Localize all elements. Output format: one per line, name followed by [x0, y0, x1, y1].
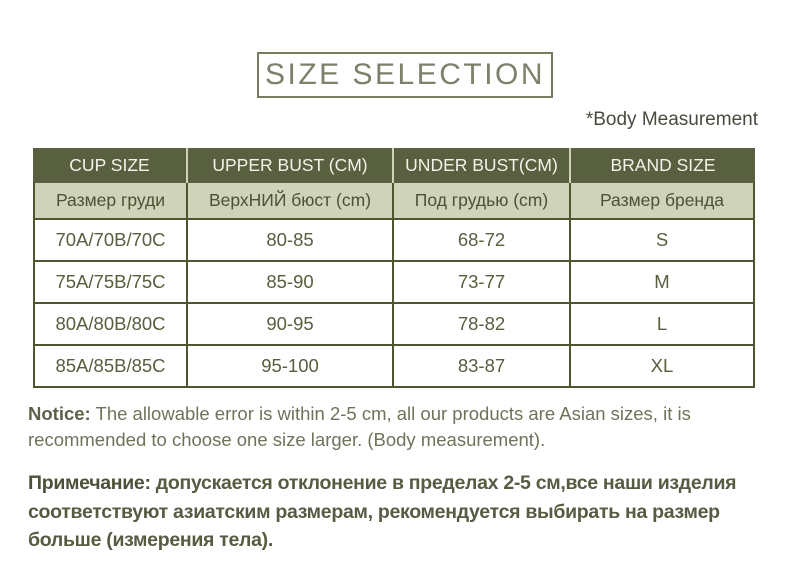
cell-cup-size: 75A/75B/75C	[33, 262, 188, 304]
cell-brand-size: XL	[571, 346, 755, 388]
table-row-size-xl: 85A/85B/85C 95-100 83-87 XL	[33, 346, 755, 388]
cell-under-bust: 68-72	[394, 218, 571, 262]
size-table: CUP SIZE UPPER BUST (CM) UNDER BUST(CM) …	[33, 148, 755, 388]
table-row-size-s: 70A/70B/70C 80-85 68-72 S	[33, 218, 755, 262]
notice-english-label: Notice:	[28, 403, 91, 424]
table-row-size-m: 75A/75B/75C 85-90 73-77 M	[33, 262, 755, 304]
cell-under-bust: 78-82	[394, 304, 571, 346]
cell-cup-size: 85A/85B/85C	[33, 346, 188, 388]
notice-russian: Примечание: допускается отклонение в пре…	[28, 469, 768, 555]
cell-upper-bust: 85-90	[188, 262, 394, 304]
page-title: SIZE SELECTION	[264, 58, 546, 91]
body-measurement-annotation: *Body Measurement	[585, 109, 758, 130]
cell-brand-size: L	[571, 304, 755, 346]
cell-cup-size: 70A/70B/70C	[33, 218, 188, 262]
header-cell-under-bust-ru: Под грудью (cm)	[394, 183, 571, 218]
cell-under-bust: 73-77	[394, 262, 571, 304]
header-cell-cup-size-ru: Размер груди	[33, 183, 188, 218]
header-cell-upper-bust-ru: ВерхНИЙ бюст (cm)	[188, 183, 394, 218]
table-header-row-russian: Размер груди ВерхНИЙ бюст (cm) Под грудь…	[33, 183, 755, 218]
cell-under-bust: 83-87	[394, 346, 571, 388]
notice-english-text: The allowable error is within 2-5 cm, al…	[28, 403, 691, 450]
cell-upper-bust: 90-95	[188, 304, 394, 346]
page-title-box: SIZE SELECTION	[257, 52, 553, 98]
cell-cup-size: 80A/80B/80C	[33, 304, 188, 346]
header-cell-brand-size: BRAND SIZE	[571, 148, 755, 183]
cell-brand-size: M	[571, 262, 755, 304]
cell-upper-bust: 80-85	[188, 218, 394, 262]
notice-english: Notice: The allowable error is within 2-…	[28, 401, 765, 453]
header-cell-brand-size-ru: Размер бренда	[571, 183, 755, 218]
notice-russian-text: допускается отклонение в пределах 2-5 см…	[28, 472, 737, 551]
cell-upper-bust: 95-100	[188, 346, 394, 388]
table-row-size-l: 80A/80B/80C 90-95 78-82 L	[33, 304, 755, 346]
table-header-row-english: CUP SIZE UPPER BUST (CM) UNDER BUST(CM) …	[33, 148, 755, 183]
header-cell-under-bust: UNDER BUST(CM)	[394, 148, 571, 183]
header-cell-upper-bust: UPPER BUST (CM)	[188, 148, 394, 183]
cell-brand-size: S	[571, 218, 755, 262]
notice-russian-label: Примечание:	[28, 472, 151, 494]
header-cell-cup-size: CUP SIZE	[33, 148, 188, 183]
